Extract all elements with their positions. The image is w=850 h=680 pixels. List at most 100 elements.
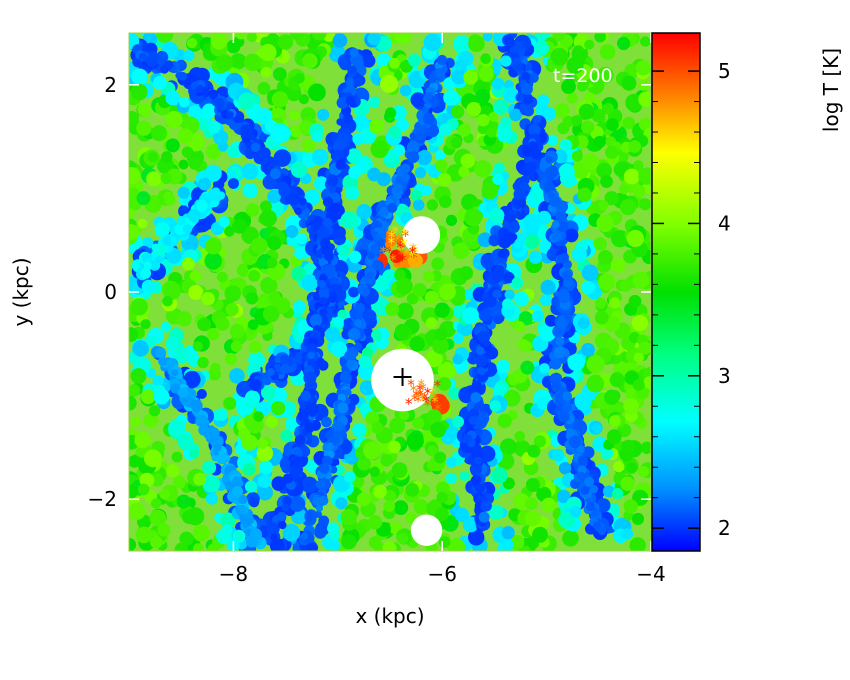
particle	[359, 380, 375, 396]
cold-particle	[178, 71, 188, 81]
particle	[493, 99, 509, 115]
particle	[302, 138, 316, 152]
particle	[481, 182, 499, 200]
particle	[606, 118, 619, 131]
particle	[464, 208, 482, 227]
particle	[260, 200, 272, 213]
particle	[204, 252, 222, 270]
hot-particle: *	[430, 388, 438, 406]
particle	[166, 464, 180, 478]
particle	[500, 55, 512, 67]
cold-particle	[322, 217, 333, 228]
particle	[335, 497, 348, 510]
particle	[340, 509, 357, 526]
colorbar-tick-label: 3	[718, 364, 731, 388]
particle	[179, 531, 194, 546]
particle	[457, 123, 471, 137]
particle	[581, 120, 595, 134]
particle	[314, 526, 327, 539]
particle	[204, 237, 222, 255]
particle	[290, 33, 304, 41]
particle	[165, 111, 183, 129]
cold-particle	[512, 57, 521, 66]
particle	[137, 218, 148, 229]
particle	[631, 314, 648, 332]
cold-particle	[406, 141, 420, 154]
particle	[553, 149, 568, 164]
particle	[462, 307, 480, 325]
particle	[224, 226, 235, 237]
particle	[453, 35, 471, 53]
particle	[423, 33, 442, 52]
particle	[597, 66, 614, 84]
particle	[237, 263, 251, 278]
particle	[439, 283, 456, 301]
particle	[447, 538, 466, 551]
particle	[577, 187, 592, 202]
particle	[607, 429, 622, 444]
particle	[282, 523, 301, 542]
cold-particle	[584, 477, 594, 487]
particle	[494, 382, 506, 395]
particle	[475, 89, 491, 104]
particle	[294, 73, 305, 84]
particle	[595, 297, 607, 309]
particle	[643, 376, 651, 389]
cold-particle	[593, 521, 602, 530]
hot-particle: *	[416, 381, 424, 399]
particle	[559, 139, 573, 152]
particle	[408, 53, 421, 67]
cold-particle	[336, 118, 344, 126]
cold-particle	[463, 434, 473, 444]
particle	[134, 431, 151, 449]
particle	[389, 249, 404, 263]
cold-particle	[162, 236, 172, 246]
particle	[525, 497, 538, 510]
colorbar-tick-label: 2	[718, 516, 731, 540]
hot-particle: *	[429, 384, 437, 402]
particle	[598, 273, 615, 291]
particle	[256, 445, 274, 462]
particle	[262, 305, 280, 323]
cold-particle	[155, 347, 167, 359]
cold-particle	[238, 494, 248, 505]
particle	[129, 484, 139, 499]
particle	[532, 310, 544, 323]
particle	[452, 415, 464, 428]
particle	[302, 55, 314, 67]
cold-particle	[561, 253, 570, 261]
particle	[338, 244, 351, 256]
particle	[605, 145, 619, 159]
cold-particle	[354, 342, 363, 351]
particle	[632, 271, 650, 289]
particle	[445, 214, 458, 226]
particle	[341, 534, 357, 550]
particle	[452, 242, 470, 260]
particle-scatter: ********* *** *** ** *** **** ***** **** *******…	[129, 33, 651, 551]
particle	[486, 127, 497, 138]
cold-particle	[503, 232, 516, 245]
particle	[567, 353, 585, 372]
cold-particle	[598, 527, 606, 536]
particle	[525, 510, 541, 527]
hot-particle: *	[424, 385, 432, 403]
particle	[291, 266, 306, 282]
cold-particle	[497, 250, 506, 258]
cold-particle	[156, 56, 165, 66]
particle	[609, 297, 621, 309]
cold-particle	[319, 296, 328, 305]
particle	[406, 432, 424, 450]
hot-particle: *	[409, 240, 417, 258]
cold-particle	[138, 52, 148, 62]
particle	[396, 302, 414, 320]
cold-particle	[557, 220, 569, 233]
particle	[376, 53, 392, 69]
particle	[443, 89, 460, 106]
cold-particle	[470, 392, 482, 403]
hot-particle: *	[410, 382, 418, 400]
particle	[179, 97, 190, 108]
particle	[435, 159, 448, 172]
cold-particle	[333, 421, 344, 432]
particle	[325, 327, 341, 343]
cold-particle	[294, 434, 306, 446]
